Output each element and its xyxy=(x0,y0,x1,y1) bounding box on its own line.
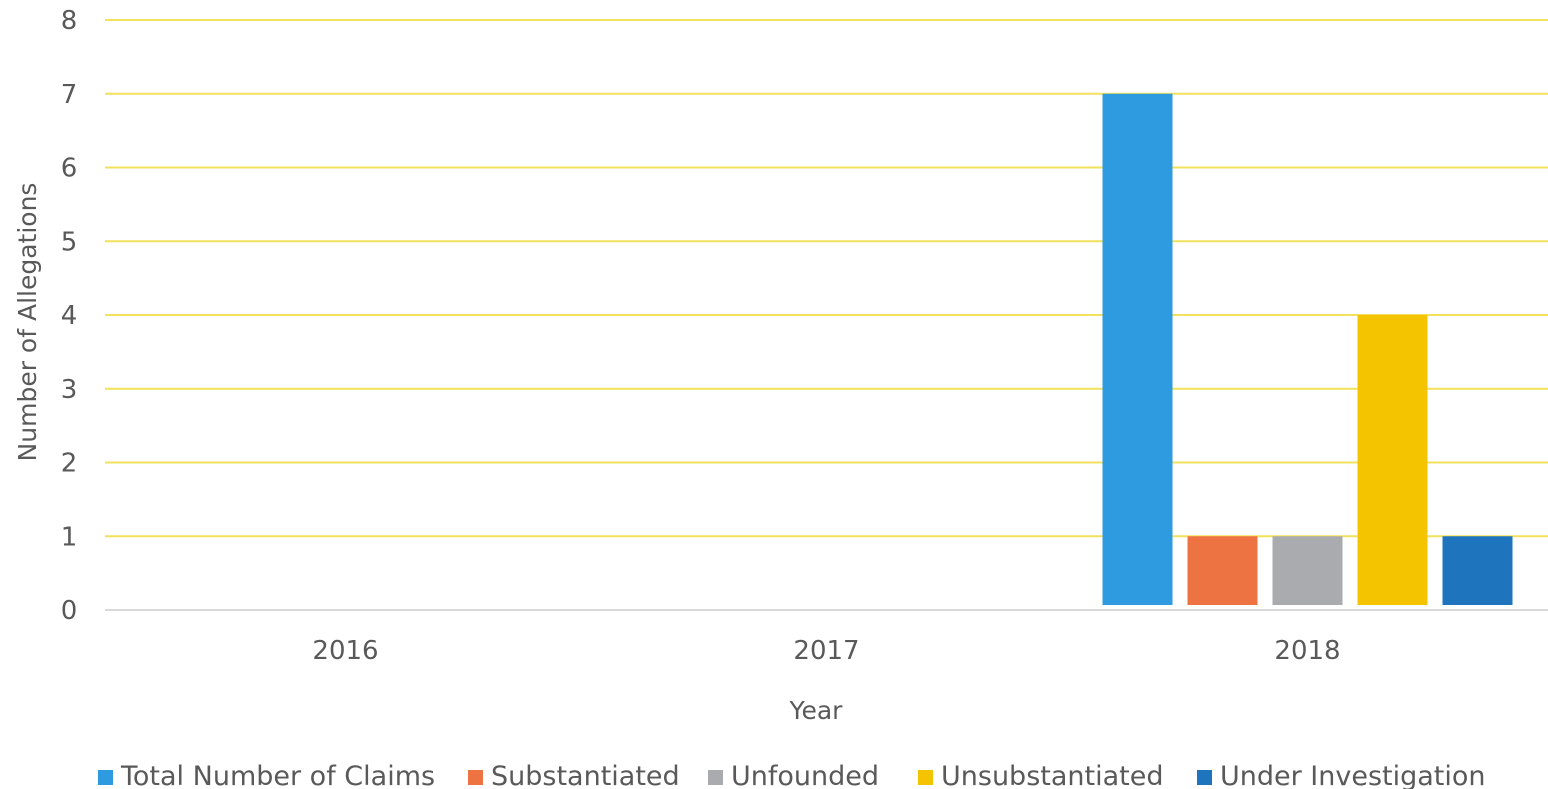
bar-unsubstantiated-2018 xyxy=(1357,315,1428,605)
legend-label: Under Investigation xyxy=(1220,761,1486,789)
y-axis-title: Number of Allegations xyxy=(13,183,42,462)
legend-swatch xyxy=(98,770,113,785)
y-tick-label: 7 xyxy=(61,80,78,110)
legend-label: Total Number of Claims xyxy=(120,761,435,789)
y-tick-label: 4 xyxy=(61,301,78,331)
bar-under-investigation-2018 xyxy=(1442,536,1513,605)
legend-swatch xyxy=(918,770,933,785)
x-axis-title: Year xyxy=(789,696,844,725)
y-tick-label: 0 xyxy=(61,596,78,626)
gridlines xyxy=(105,19,1548,538)
legend-label: Unsubstantiated xyxy=(941,761,1163,789)
bar-total-number-of-claims-2018 xyxy=(1102,93,1173,605)
legend: Total Number of Claims Substantiated Unfou… xyxy=(98,761,1486,789)
legend-label: Substantiated xyxy=(491,761,680,789)
y-tick-label: 5 xyxy=(61,227,78,257)
x-tick-label: 2018 xyxy=(1274,636,1340,666)
y-tick-label: 6 xyxy=(61,154,78,184)
x-tick-label: 2016 xyxy=(312,636,378,666)
legend-label: Unfounded xyxy=(731,761,879,789)
bar-unfounded-2018 xyxy=(1272,536,1343,605)
legend-swatch xyxy=(468,770,483,785)
legend-swatch xyxy=(708,770,723,785)
y-tick-label: 2 xyxy=(61,449,78,479)
bar-substantiated-2018 xyxy=(1187,536,1258,605)
legend-swatch xyxy=(1197,770,1212,785)
y-tick-label: 8 xyxy=(61,6,78,36)
x-tick-label: 2017 xyxy=(793,636,859,666)
y-tick-label: 3 xyxy=(61,375,78,405)
x-tick-labels: 2016 2017 2018 xyxy=(312,636,1340,666)
y-tick-labels: 0 1 2 3 4 5 6 7 8 xyxy=(61,6,78,626)
y-tick-label: 1 xyxy=(61,522,78,552)
bars xyxy=(1102,93,1513,605)
